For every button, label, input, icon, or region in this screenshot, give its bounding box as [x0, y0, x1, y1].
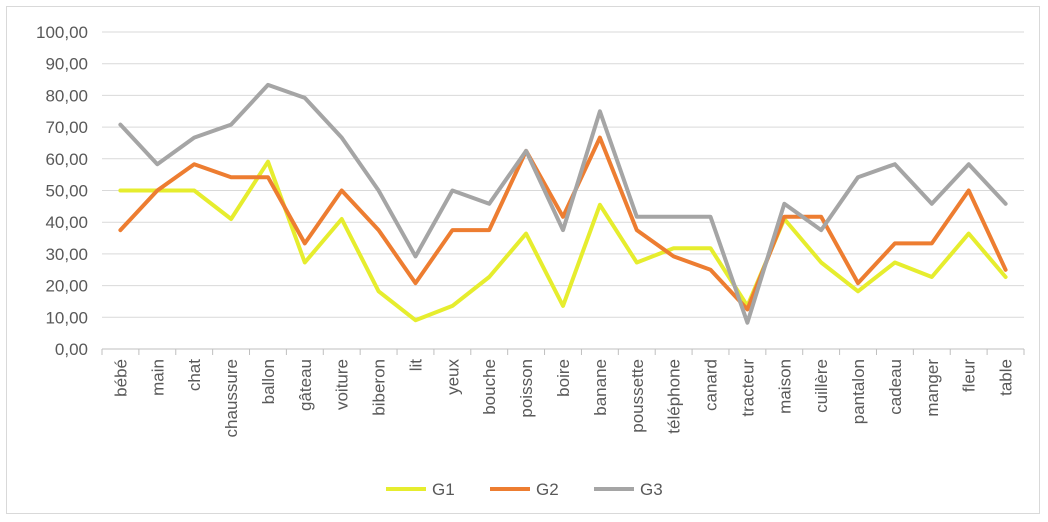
legend: G1 G2 G3 [386, 480, 663, 499]
x-tick-label: manger [923, 359, 942, 417]
y-tick-label: 50,00 [45, 182, 88, 201]
series-line-g2 [118, 135, 1008, 312]
y-tick-label: 80,00 [45, 86, 88, 105]
series-lines [118, 82, 1008, 325]
series-line-g1 [118, 159, 1008, 323]
legend-label: G2 [536, 480, 559, 499]
legend-label: G1 [432, 480, 455, 499]
x-tick-label: table [997, 359, 1016, 396]
x-tick-label: boire [554, 359, 573, 397]
y-axis: 0,00 10,00 20,00 30,00 40,00 50,00 60,00 70,00 8… [36, 23, 88, 359]
y-tick-label: 70,00 [45, 118, 88, 137]
y-tick-label: 20,00 [45, 277, 88, 296]
x-tick-label: banane [591, 359, 610, 416]
x-tick-label: cadeau [886, 359, 905, 415]
x-tick-label: cuillère [812, 359, 831, 413]
y-tick-label: 100,00 [36, 23, 88, 42]
x-tick-label: fleur [960, 359, 979, 392]
y-tick-label: 10,00 [45, 308, 88, 327]
x-tick-label: chat [185, 359, 204, 391]
x-tick-label: ballon [259, 359, 278, 404]
x-tick-label: poussette [628, 359, 647, 433]
x-tick-label: biberon [370, 359, 389, 416]
x-tick-label: main [148, 359, 167, 396]
y-tick-label: 0,00 [55, 340, 88, 359]
x-tick-label: poisson [517, 359, 536, 418]
x-axis: bébé main chat chaussure ballon gâteau voiture… [101, 348, 1025, 437]
series-line-g3 [118, 82, 1008, 325]
gridlines [102, 31, 1024, 318]
y-tick-label: 40,00 [45, 213, 88, 232]
legend-label: G3 [640, 480, 663, 499]
x-tick-label: canard [702, 359, 721, 411]
x-tick-label: voiture [333, 359, 352, 410]
y-tick-label: 30,00 [45, 245, 88, 264]
x-tick-label: chaussure [222, 359, 241, 437]
x-tick-label: yeux [443, 359, 462, 395]
chart-frame [6, 6, 1040, 514]
x-tick-label: tracteur [738, 359, 757, 417]
y-tick-label: 60,00 [45, 150, 88, 169]
y-tick-label: 90,00 [45, 55, 88, 74]
x-tick-label: téléphone [665, 359, 684, 434]
x-tick-label: bouche [480, 359, 499, 415]
x-tick-label: gâteau [296, 359, 315, 411]
x-tick-label: maison [775, 359, 794, 414]
x-tick-label: lit [406, 359, 425, 372]
x-tick-label: pantalon [849, 359, 868, 424]
x-tick-label: bébé [111, 359, 130, 397]
